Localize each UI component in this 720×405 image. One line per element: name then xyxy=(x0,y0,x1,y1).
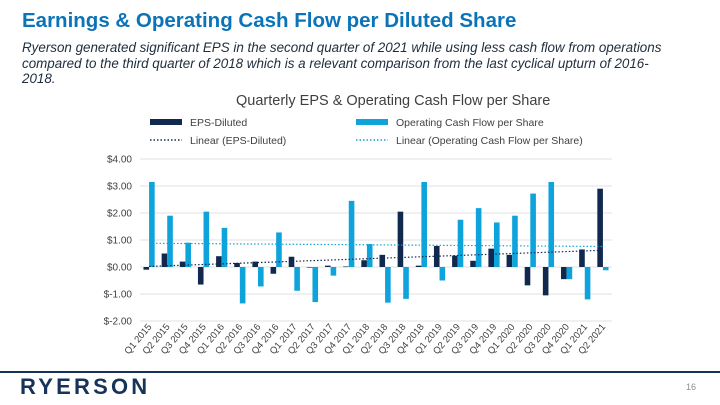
ocf-bar xyxy=(167,215,173,267)
ocf-bar xyxy=(439,267,446,281)
eps-bar xyxy=(234,262,240,267)
legend-eps-trend-label: Linear (EPS-Diluted) xyxy=(190,135,286,147)
eps-bar xyxy=(361,260,367,267)
ocf-bar xyxy=(457,219,464,267)
legend-eps-label: EPS-Diluted xyxy=(190,117,247,129)
eps-bar xyxy=(197,267,204,285)
ocf-bar xyxy=(512,215,518,267)
legend-ocf-label: Operating Cash Flow per Share xyxy=(396,117,544,129)
ocf-bar xyxy=(366,244,373,267)
eps-bar xyxy=(379,254,386,267)
ocf-bar xyxy=(239,267,246,304)
ocf-bar xyxy=(584,267,591,300)
chart-trendlines xyxy=(149,242,603,268)
eps-bar xyxy=(161,253,168,267)
ocf-bar xyxy=(475,208,482,267)
eps-bar xyxy=(506,254,513,267)
ocf-trendline xyxy=(149,242,603,248)
legend-ocf-swatch xyxy=(356,119,388,125)
y-tick-label: $-1.00 xyxy=(104,290,133,301)
ocf-bar xyxy=(203,211,210,267)
ocf-bar xyxy=(494,222,500,267)
chart-title: Quarterly EPS & Operating Cash Flow per … xyxy=(236,93,550,109)
eps-bar xyxy=(488,248,494,267)
eps-bar xyxy=(252,261,258,267)
chart-bars xyxy=(143,181,609,304)
eps-trendline xyxy=(149,249,603,268)
legend-ocf-trend-label: Linear (Operating Cash Flow per Share) xyxy=(396,135,583,147)
eps-bar xyxy=(325,265,331,267)
ocf-bar xyxy=(348,200,355,267)
page-number: 16 xyxy=(685,382,696,392)
eps-bar xyxy=(561,267,567,280)
eps-bar xyxy=(579,249,585,267)
eps-bar xyxy=(343,266,349,268)
chart-gridlines xyxy=(140,158,612,322)
eps-bar xyxy=(470,260,476,267)
eps-bar xyxy=(397,211,404,267)
y-tick-label: $2.00 xyxy=(107,209,132,220)
ocf-bar xyxy=(294,267,300,291)
chart-legend: EPS-Diluted Operating Cash Flow per Share… xyxy=(150,117,583,147)
ocf-bar xyxy=(312,267,319,303)
eps-bar xyxy=(288,256,295,267)
y-tick-label: $1.00 xyxy=(107,236,132,247)
ocf-bar xyxy=(185,242,191,267)
y-tick-label: $0.00 xyxy=(107,263,132,274)
ocf-bar xyxy=(258,267,264,287)
legend-eps-swatch xyxy=(150,119,182,125)
eps-bar xyxy=(270,267,277,274)
eps-bar xyxy=(415,265,422,267)
ocf-bar xyxy=(566,267,573,280)
slide-title: Earnings & Operating Cash Flow per Dilut… xyxy=(22,9,517,32)
ocf-bar xyxy=(602,267,609,271)
ocf-bar xyxy=(221,227,228,267)
eps-bar xyxy=(542,267,549,296)
eps-bar xyxy=(452,255,458,267)
ryerson-logo: RYERSON xyxy=(20,374,151,399)
ocf-bar xyxy=(276,232,282,267)
y-tick-label: $3.00 xyxy=(107,182,132,193)
ocf-bar xyxy=(530,193,536,267)
eps-bar xyxy=(597,188,603,267)
ocf-bar xyxy=(548,181,555,267)
ocf-bar xyxy=(385,267,391,303)
y-tick-label: $4.00 xyxy=(107,155,132,166)
eps-bar xyxy=(524,267,531,286)
ocf-bar xyxy=(403,267,409,299)
eps-bar xyxy=(306,267,313,268)
footer-divider xyxy=(0,371,720,373)
eps-bar xyxy=(143,267,150,270)
eps-ocf-chart: Quarterly EPS & Operating Cash Flow per … xyxy=(104,93,612,357)
slide-subtitle: Ryerson generated significant EPS in the… xyxy=(22,40,662,87)
eps-bar xyxy=(216,256,222,267)
ocf-bar xyxy=(149,181,155,267)
ocf-bar xyxy=(421,181,427,267)
y-axis: $4.00 $3.00 $2.00 $1.00 $0.00 $-1.00 $-2.00 xyxy=(104,155,133,328)
ocf-bar xyxy=(330,267,337,276)
eps-bar xyxy=(179,261,186,267)
y-tick-label: $-2.00 xyxy=(104,317,133,328)
